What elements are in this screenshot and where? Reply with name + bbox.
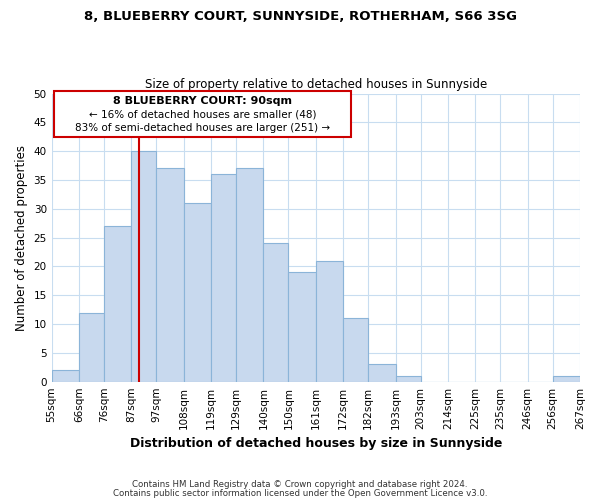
Bar (263, 244, 289, 382)
Bar (104, 226, 131, 382)
Bar (316, 260, 343, 382)
Bar (343, 318, 368, 382)
Title: Size of property relative to detached houses in Sunnyside: Size of property relative to detached ho… (145, 78, 487, 91)
Bar (395, 376, 421, 382)
Text: Contains public sector information licensed under the Open Government Licence v3: Contains public sector information licen… (113, 488, 487, 498)
Bar (553, 376, 580, 382)
Bar (52, 370, 79, 382)
Bar (289, 272, 316, 382)
FancyBboxPatch shape (54, 90, 351, 137)
Text: ← 16% of detached houses are smaller (48): ← 16% of detached houses are smaller (48… (89, 110, 316, 120)
Text: 8 BLUEBERRY COURT: 90sqm: 8 BLUEBERRY COURT: 90sqm (113, 96, 292, 106)
Bar (211, 174, 236, 382)
Text: 83% of semi-detached houses are larger (251) →: 83% of semi-detached houses are larger (… (75, 124, 330, 134)
Bar (79, 312, 104, 382)
Bar (157, 168, 184, 382)
Bar (184, 203, 211, 382)
Y-axis label: Number of detached properties: Number of detached properties (15, 144, 28, 330)
Text: 8, BLUEBERRY COURT, SUNNYSIDE, ROTHERHAM, S66 3SG: 8, BLUEBERRY COURT, SUNNYSIDE, ROTHERHAM… (83, 10, 517, 23)
Bar (131, 151, 157, 382)
X-axis label: Distribution of detached houses by size in Sunnyside: Distribution of detached houses by size … (130, 437, 502, 450)
Bar (236, 168, 263, 382)
Bar (368, 364, 395, 382)
Text: Contains HM Land Registry data © Crown copyright and database right 2024.: Contains HM Land Registry data © Crown c… (132, 480, 468, 489)
